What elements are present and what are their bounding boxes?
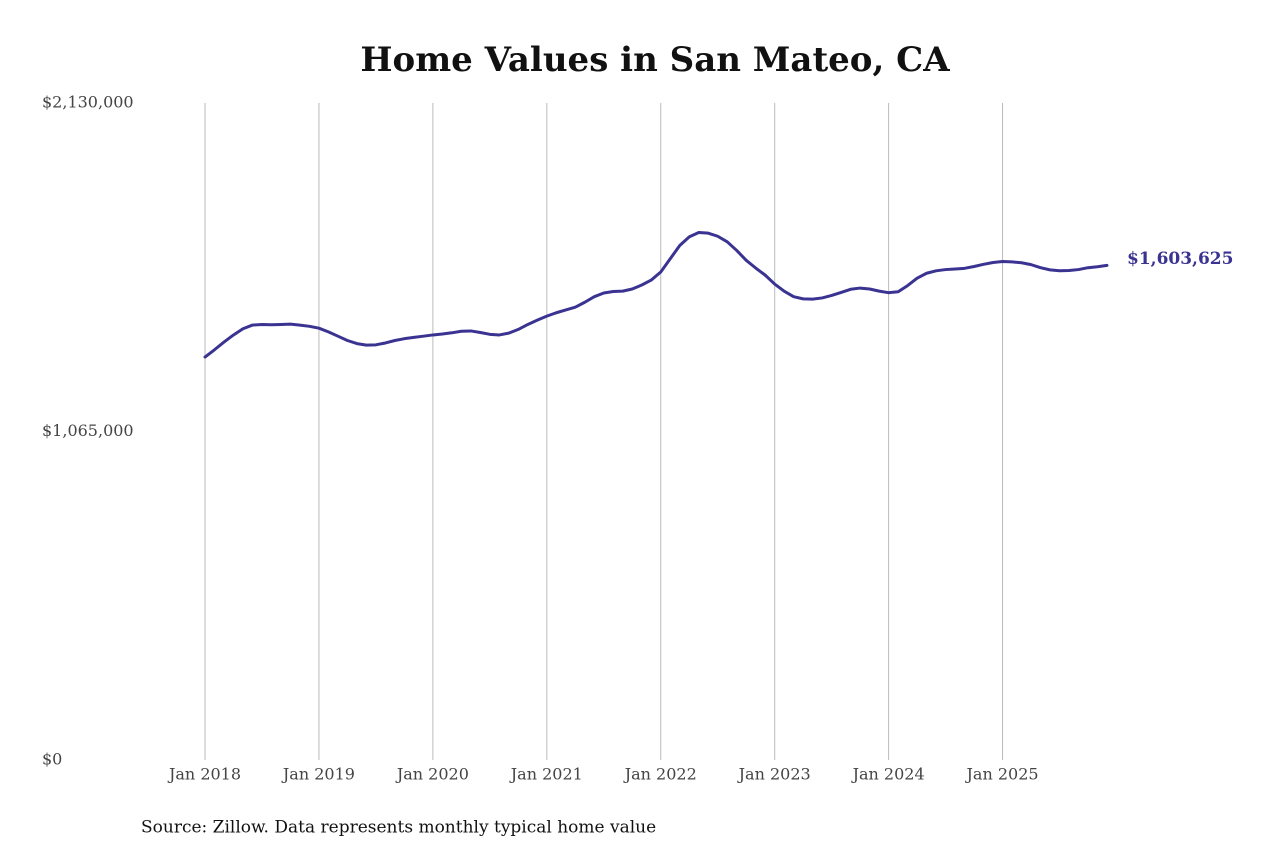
end-value-label: $1,603,625 — [1127, 249, 1233, 269]
x-tick-label: Jan 2018 — [167, 765, 241, 784]
x-tick-label: Jan 2024 — [851, 765, 925, 784]
x-tick-label: Jan 2021 — [509, 765, 583, 784]
x-tick-label: Jan 2019 — [281, 765, 355, 784]
chart-title: Home Values in San Mateo, CA — [360, 40, 950, 80]
x-tick-label: Jan 2023 — [737, 765, 811, 784]
y-tick-label: $1,065,000 — [42, 421, 134, 440]
x-tick-label: Jan 2020 — [395, 765, 469, 784]
y-tick-label: $2,130,000 — [42, 93, 134, 112]
x-tick-label: Jan 2022 — [623, 765, 697, 784]
data-line — [203, 231, 1109, 359]
source-note: Source: Zillow. Data represents monthly … — [141, 818, 656, 838]
y-tick-label: $0 — [42, 750, 62, 769]
x-tick-label: Jan 2025 — [965, 765, 1039, 784]
